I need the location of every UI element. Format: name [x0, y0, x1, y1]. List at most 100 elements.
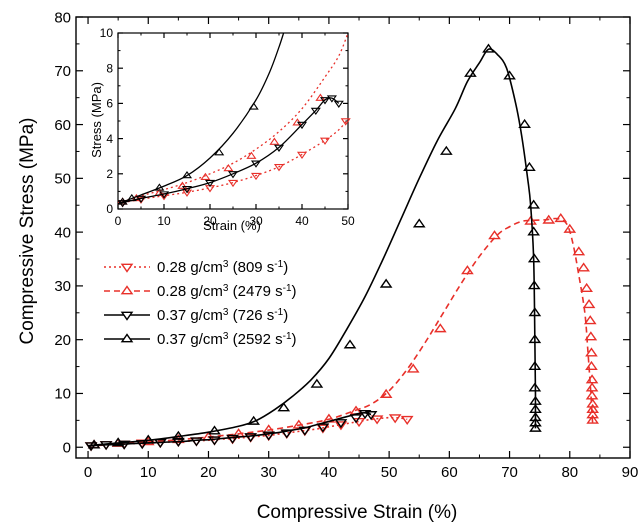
legend-label-superscript: -1	[274, 259, 283, 270]
inset-data-point-marker	[273, 164, 285, 172]
legend-label-text: 0.28 g/cm	[157, 259, 223, 276]
data-point-marker	[585, 360, 598, 370]
data-point-marker	[277, 402, 291, 412]
inset-series-line	[117, 32, 285, 205]
data-point-marker	[406, 363, 420, 373]
inset-data-point-marker	[248, 102, 259, 110]
series-line	[87, 217, 594, 447]
inset-y-axis-title: Stress (MPa)	[89, 82, 104, 158]
series-line	[87, 411, 372, 447]
data-point-marker	[172, 430, 185, 440]
inset-data-point-marker	[204, 179, 216, 188]
inset-y-tick-label: 4	[106, 132, 113, 146]
y-tick-label: 70	[54, 63, 71, 80]
inset-data-point-marker	[126, 193, 137, 202]
data-point-marker	[586, 409, 600, 419]
x-tick-label: 90	[622, 464, 639, 481]
inset-data-point-marker	[200, 172, 211, 181]
data-point-marker	[310, 378, 324, 388]
legend-label: 0.28 g/cm3 (809 s-1)	[157, 259, 288, 277]
legend-label-superscript: -1	[283, 283, 292, 294]
data-point-marker	[586, 398, 600, 408]
x-tick-label: 30	[260, 464, 277, 481]
x-tick-label: 10	[140, 464, 157, 481]
data-point-marker	[208, 436, 221, 446]
data-point-marker	[518, 118, 531, 128]
legend: 0.28 g/cm3 (809 s-1)0.28 g/cm3 (2479 s-1…	[104, 259, 297, 348]
legend-label-text: (809 s	[228, 259, 274, 276]
data-point-marker	[585, 390, 599, 400]
data-point-marker	[379, 278, 393, 288]
inset-data-point-marker	[250, 172, 262, 181]
legend-label-text: (2479 s	[228, 283, 282, 300]
data-point-marker	[208, 425, 221, 435]
data-point-marker	[388, 414, 402, 424]
legend-label-text: )	[292, 283, 297, 300]
x-tick-label: 40	[321, 464, 338, 481]
data-point-marker	[226, 434, 239, 444]
data-point-marker	[586, 414, 600, 424]
legend-label-superscript: 3	[223, 259, 229, 270]
legend-label-text: )	[283, 259, 288, 276]
data-point-marker	[244, 433, 257, 443]
data-point-marker	[580, 282, 593, 292]
data-point-marker	[364, 411, 378, 421]
legend-label: 0.37 g/cm3 (726 s-1)	[157, 307, 288, 325]
x-tick-label: 20	[200, 464, 217, 481]
inset-y-tick-label: 6	[106, 97, 113, 111]
inset-data-point-marker	[296, 121, 308, 130]
data-point-marker	[370, 415, 384, 425]
inset-y-tick-label: 10	[100, 26, 114, 40]
data-point-marker	[190, 437, 203, 447]
legend-label-text: 0.37 g/cm	[157, 331, 223, 348]
inset-series-line	[117, 118, 349, 205]
data-point-marker	[527, 280, 541, 290]
inset-series-line	[117, 97, 340, 205]
data-point-marker	[379, 388, 393, 398]
plot-frame	[75, 16, 631, 459]
x-tick-label: 70	[501, 464, 518, 481]
data-point-marker	[298, 426, 312, 436]
inset-plot-background	[118, 33, 348, 209]
inset-data-point-marker	[214, 148, 225, 156]
legend-label-text: 0.37 g/cm	[157, 307, 223, 324]
y-tick-label: 50	[54, 171, 71, 188]
inset-data-point-marker	[319, 97, 331, 105]
data-point-marker	[527, 199, 540, 209]
data-point-marker	[349, 414, 363, 424]
data-point-marker	[523, 161, 536, 171]
legend-marker	[120, 285, 134, 295]
data-point-marker	[542, 214, 556, 224]
inset-x-tick-label: 20	[203, 214, 217, 228]
data-point-marker	[316, 423, 330, 433]
x-axis-title: Compressive Strain (%)	[257, 502, 458, 523]
x-tick-label: 50	[381, 464, 398, 481]
data-point-marker	[528, 360, 542, 370]
inset-data-point-marker	[326, 95, 337, 103]
inset-data-point-marker	[246, 151, 257, 159]
data-point-marker	[412, 218, 426, 228]
data-point-marker	[247, 415, 260, 425]
inset-x-axis-title: Strain (%)	[203, 218, 261, 233]
inset-data-point-marker	[154, 183, 165, 191]
data-point-marker	[117, 440, 131, 450]
y-tick-label: 80	[54, 9, 71, 26]
inset-data-point-marker	[269, 137, 280, 145]
legend-label-superscript: 3	[223, 283, 229, 294]
legend-label-text: )	[283, 307, 288, 324]
data-point-marker	[482, 43, 495, 53]
legend-marker	[120, 263, 134, 273]
data-point-marker	[584, 331, 598, 341]
inset-data-point-marker	[177, 181, 188, 189]
data-point-marker	[528, 307, 542, 317]
y-tick-label: 0	[63, 439, 71, 456]
data-point-marker	[529, 417, 542, 427]
data-point-marker	[529, 411, 542, 422]
inset-data-point-marker	[296, 151, 308, 160]
data-point-marker	[577, 262, 590, 272]
data-point-marker	[585, 382, 599, 392]
data-point-marker	[583, 315, 597, 325]
data-point-marker	[585, 347, 598, 357]
